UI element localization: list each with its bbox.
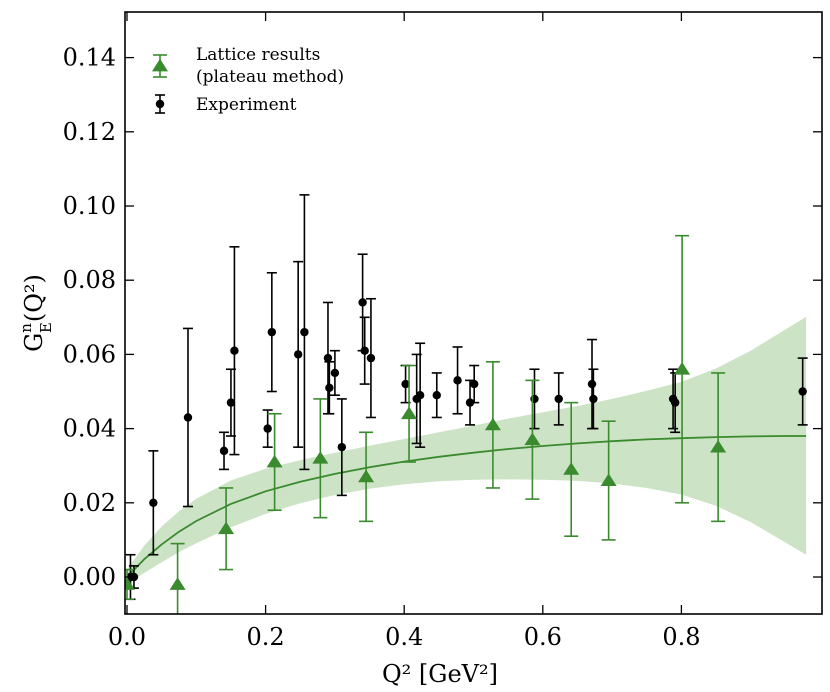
y-tick-label: 0.00 xyxy=(63,563,116,591)
y-tick-label: 0.08 xyxy=(63,266,116,294)
experiment-point-15 xyxy=(358,298,367,307)
plot-frame xyxy=(124,11,823,615)
experiment-point-10 xyxy=(300,327,309,337)
experiment-point-18 xyxy=(401,379,410,389)
experiment-point-20 xyxy=(415,391,425,400)
experiment-point-22 xyxy=(453,376,462,385)
axis-ticks: 0.0 0.2 0.4 0.6 0.8 0.00 0.02 0.04 0.06 0.08 0.10 0… xyxy=(63,12,822,651)
fit-error-band xyxy=(127,316,807,585)
experiment-point-16 xyxy=(360,346,369,355)
x-tick-label: 0.6 xyxy=(524,623,562,651)
lattice-point-12 xyxy=(710,439,727,453)
experiment-point-7 xyxy=(263,424,272,433)
y-tick-label: 0.14 xyxy=(63,44,116,72)
experiment-point-9 xyxy=(293,350,303,359)
legend-lattice-label-2: (plateau method) xyxy=(196,67,344,87)
x-axis-label: Q² [GeV²] xyxy=(382,660,498,688)
y-tick-label: 0.06 xyxy=(63,340,116,368)
x-tick-label: 0.2 xyxy=(247,623,285,651)
svg-text:GnE(Q²): Gn E(Q²) xyxy=(17,274,55,352)
legend-lattice-label-1: Lattice results xyxy=(196,45,320,65)
legend-experiment-label: Experiment xyxy=(196,95,297,115)
experiment-point-4 xyxy=(219,446,229,456)
y-label-sub: E xyxy=(37,322,55,333)
experiment-point-28 xyxy=(589,394,598,404)
lattice-point-8 xyxy=(524,432,541,446)
experiment-point-13 xyxy=(330,368,340,378)
experiment-point-12 xyxy=(325,383,334,392)
x-tick-label: 0.4 xyxy=(385,623,423,651)
experiment-point-30 xyxy=(670,398,680,407)
lattice-point-11 xyxy=(674,362,691,375)
lattice-point-4 xyxy=(312,451,329,464)
y-axis-label: Gn E(Q²) xyxy=(17,274,55,352)
lattice-point-10 xyxy=(600,473,617,486)
lattice-point-5 xyxy=(358,469,375,483)
experiment-point-24 xyxy=(469,379,479,389)
lattice-point-2 xyxy=(218,521,235,535)
lattice-point-9 xyxy=(563,462,580,475)
y-label-base: G xyxy=(20,333,48,352)
lattice-point-3 xyxy=(266,454,283,468)
experiment-point-11 xyxy=(323,353,333,363)
y-label-arg: (Q²) xyxy=(20,274,48,322)
experiment-point-6 xyxy=(230,346,239,355)
lattice-point-7 xyxy=(484,417,501,431)
experiment-point-26 xyxy=(554,394,563,404)
legend-experiment-marker xyxy=(155,94,165,114)
plot-area xyxy=(125,194,808,614)
x-tick-label: 0.0 xyxy=(108,623,146,651)
y-label-sup: n xyxy=(17,323,35,333)
experiment-point-8 xyxy=(267,327,277,337)
experiment-point-27 xyxy=(587,379,597,389)
lattice-point-1 xyxy=(169,577,186,590)
experiment-point-5 xyxy=(226,398,236,407)
y-tick-label: 0.10 xyxy=(63,192,116,220)
experiment-point-31 xyxy=(798,387,807,396)
experiment-point-17 xyxy=(366,353,376,363)
experiment-point-3 xyxy=(183,413,193,422)
experiment-point-25 xyxy=(530,394,539,404)
experiment-point-2 xyxy=(149,498,158,507)
y-tick-label: 0.04 xyxy=(63,415,116,443)
fit-line xyxy=(126,435,807,578)
y-tick-label: 0.12 xyxy=(63,118,116,146)
experiment-point-14 xyxy=(337,442,347,452)
lattice-point-0 xyxy=(125,577,135,590)
y-tick-label: 0.02 xyxy=(63,489,116,517)
legend: Lattice results (plateau method) Experim… xyxy=(152,45,344,115)
legend-lattice-marker xyxy=(152,54,168,78)
lattice-point-6 xyxy=(401,406,418,420)
experiment-point-21 xyxy=(432,391,441,400)
legend-lattice-triangle xyxy=(152,58,168,72)
x-tick-label: 0.8 xyxy=(662,623,700,651)
legend-experiment-dot xyxy=(155,99,165,109)
